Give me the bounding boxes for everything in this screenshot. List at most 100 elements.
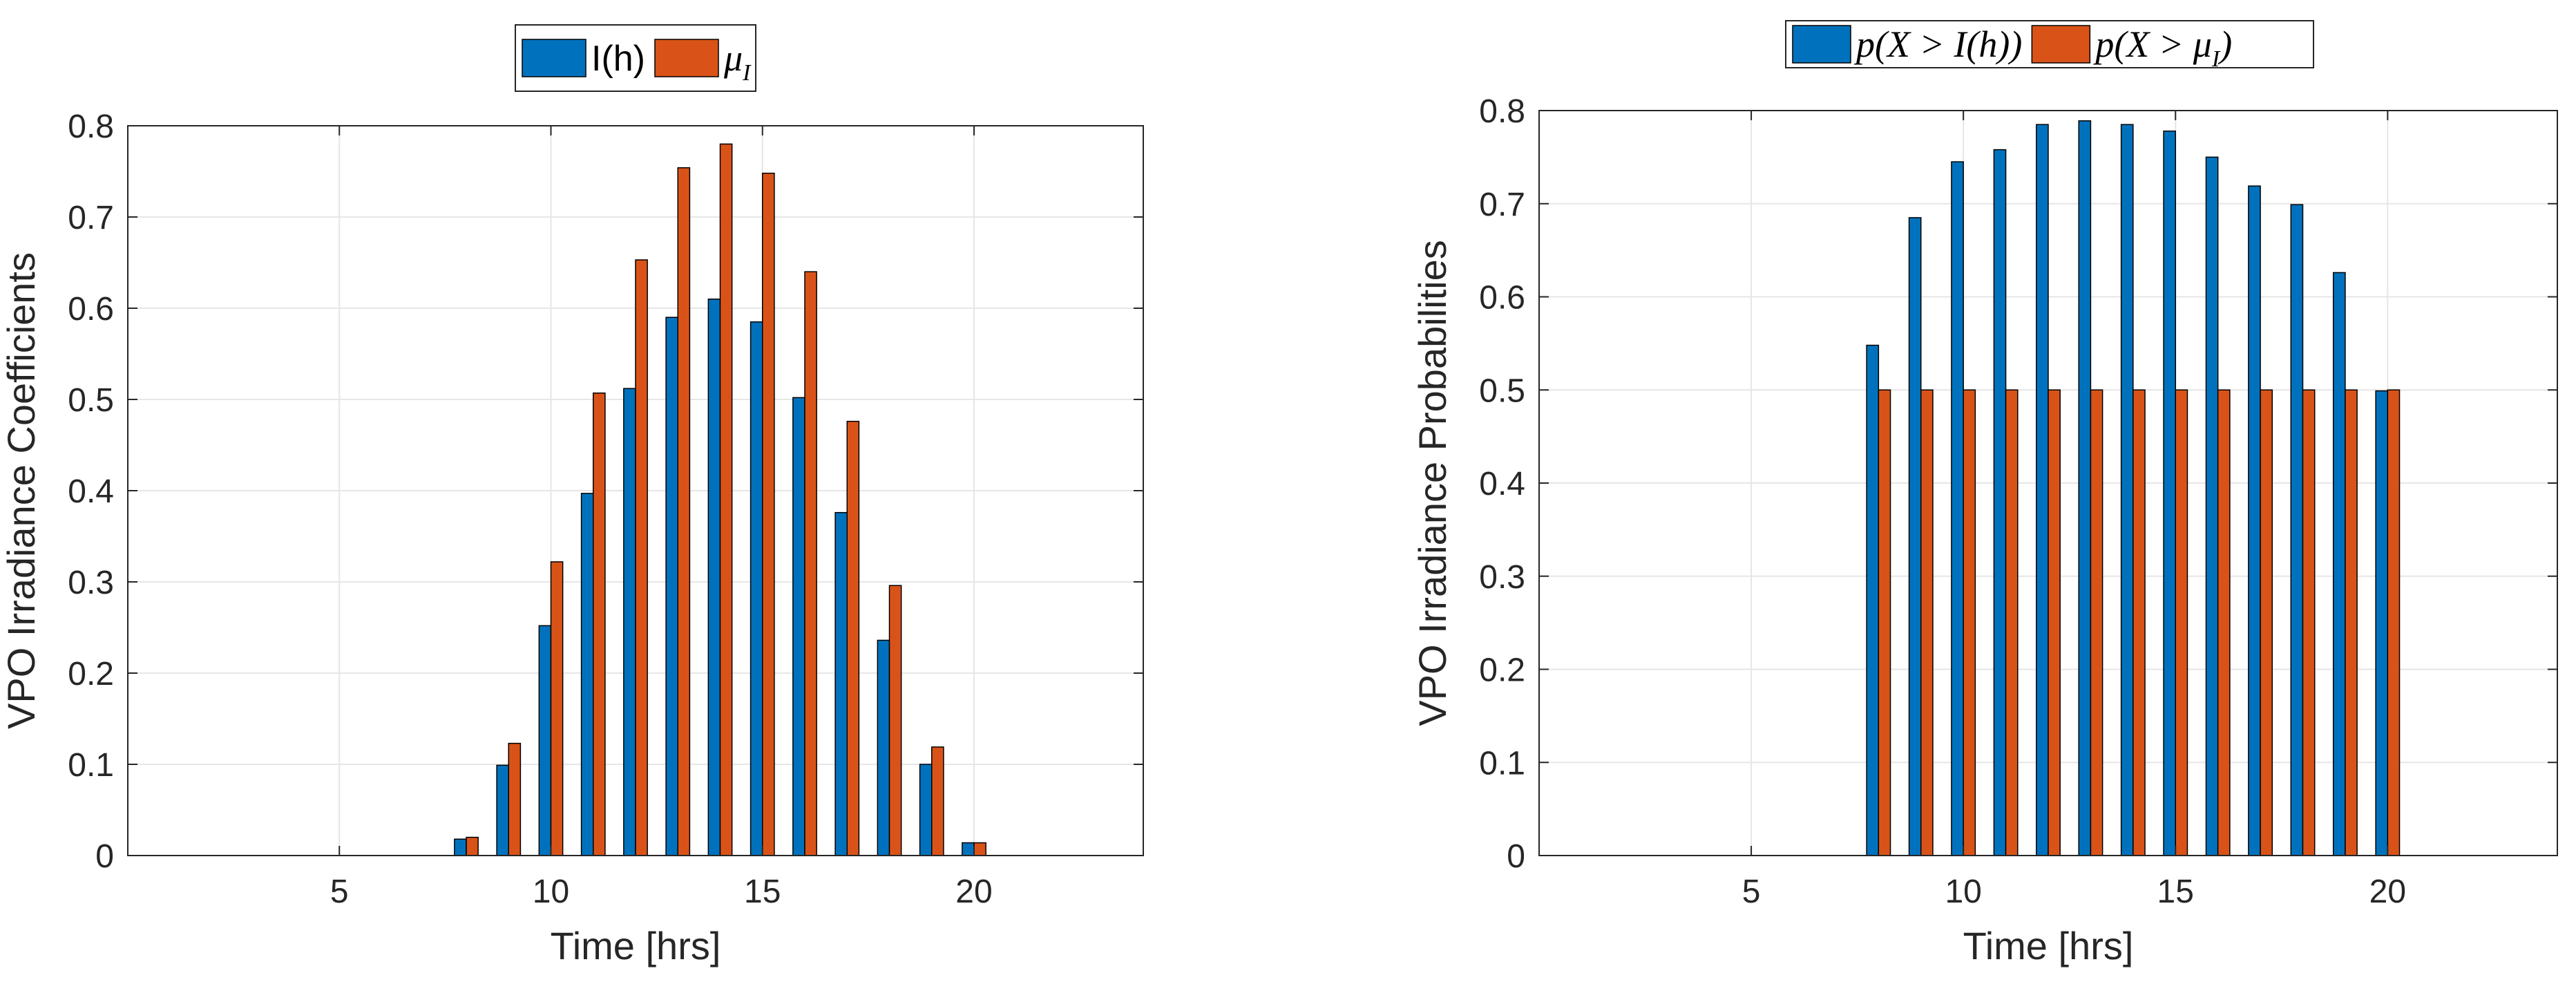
bar-orange bbox=[2090, 389, 2103, 856]
bar-orange bbox=[2302, 389, 2316, 856]
bar-blue bbox=[919, 764, 933, 856]
bar-blue bbox=[2205, 156, 2219, 856]
bar-orange bbox=[2005, 389, 2019, 856]
bar-orange bbox=[2387, 389, 2401, 856]
y-tick-label: 0.3 bbox=[68, 565, 114, 601]
chart-left: 0 0.1 0.2 0.3 0.4 0.5 0.6 0.7 0.8 5 10 15 20 Time [hr… bbox=[0, 24, 1144, 968]
legend-entry-tail: ) bbox=[2217, 23, 2232, 65]
y-tick-label: 0.7 bbox=[68, 200, 114, 236]
bar-orange bbox=[635, 259, 648, 856]
x-tick-label: 15 bbox=[2157, 874, 2194, 910]
legend-swatch bbox=[1792, 25, 1851, 64]
bar-orange bbox=[846, 420, 860, 856]
y-tick-label: 0.2 bbox=[1479, 652, 1525, 689]
bar-blue bbox=[2163, 130, 2176, 856]
bar-orange bbox=[804, 271, 817, 856]
bar-blue bbox=[792, 397, 805, 856]
bar-blue bbox=[2290, 204, 2304, 856]
bar-orange bbox=[2133, 389, 2146, 856]
bar-orange bbox=[1878, 389, 1891, 856]
bar-orange bbox=[719, 143, 733, 856]
bar-orange bbox=[931, 746, 944, 856]
bar-blue bbox=[750, 321, 763, 856]
legend-swatch bbox=[654, 39, 719, 77]
y-tick-label: 0.5 bbox=[1479, 372, 1525, 409]
bar-blue bbox=[2036, 124, 2049, 856]
x-tick-label: 20 bbox=[2369, 874, 2406, 910]
bar-blue bbox=[2375, 390, 2389, 856]
bar-blue bbox=[538, 625, 552, 856]
bar-orange bbox=[2217, 389, 2231, 856]
legend-entry-subscript: I bbox=[2211, 46, 2221, 72]
bar-orange bbox=[508, 742, 522, 856]
y-tick-label: 0.4 bbox=[1479, 466, 1525, 502]
bar-orange bbox=[888, 585, 902, 856]
x-tick-label: 10 bbox=[1945, 874, 1981, 910]
bar-blue bbox=[877, 639, 890, 856]
x-tick-label: 20 bbox=[955, 874, 992, 910]
y-tick-label: 0 bbox=[95, 838, 114, 875]
y-tick-label: 0.6 bbox=[68, 291, 114, 328]
bar-blue bbox=[1993, 149, 2007, 856]
y-tick-label: 0.8 bbox=[68, 108, 114, 145]
x-tick-label: 5 bbox=[330, 874, 349, 910]
bar-orange bbox=[593, 393, 606, 856]
legend-entry-text: I(h) bbox=[591, 39, 645, 79]
x-tick-label: 5 bbox=[1742, 874, 1761, 910]
y-tick-label: 0.3 bbox=[1479, 559, 1525, 596]
bar-blue bbox=[496, 764, 509, 856]
y-tick-label: 0.2 bbox=[68, 656, 114, 692]
bar-orange bbox=[466, 836, 479, 856]
bar-blue bbox=[454, 838, 467, 856]
x-axis-label: Time [hrs] bbox=[551, 924, 721, 968]
legend-entry-text: μ bbox=[723, 37, 743, 79]
bar-blue bbox=[2120, 124, 2134, 856]
bar-orange bbox=[762, 172, 775, 856]
legend-entry-label: p(X > I(h)) bbox=[1853, 23, 2022, 65]
bar-blue bbox=[2332, 272, 2346, 856]
bar-orange bbox=[1920, 389, 1934, 856]
legend: p(X > I(h)) p(X > μI) bbox=[1785, 20, 2314, 72]
y-axis-label: VPO Irradiance Probabilities bbox=[1411, 240, 1454, 726]
bar-blue bbox=[665, 317, 678, 856]
legend-entry-label: p(X > μI) bbox=[2092, 23, 2232, 72]
x-tick-label: 15 bbox=[744, 874, 781, 910]
bar-orange bbox=[677, 167, 691, 856]
bar-orange bbox=[973, 842, 986, 856]
bar-orange bbox=[2345, 389, 2358, 856]
legend-entry-subscript: I bbox=[742, 60, 752, 86]
bar-blue bbox=[1866, 344, 1880, 856]
x-axis-label: Time [hrs] bbox=[1963, 924, 2134, 968]
bar-orange bbox=[2048, 389, 2061, 856]
bar-blue bbox=[2078, 120, 2092, 856]
y-tick-label: 0.4 bbox=[68, 473, 114, 510]
bar-blue bbox=[1951, 161, 1964, 856]
bar-blue bbox=[580, 493, 594, 856]
bar-orange bbox=[2260, 389, 2273, 856]
bar-orange bbox=[2175, 389, 2188, 856]
bar-orange bbox=[550, 561, 564, 856]
legend-swatch bbox=[522, 39, 586, 77]
y-tick-label: 0.1 bbox=[68, 747, 114, 784]
bar-blue bbox=[2248, 185, 2261, 856]
bar-blue bbox=[834, 511, 848, 856]
chart-right: 0 0.1 0.2 0.3 0.4 0.5 0.6 0.7 0.8 5 10 15 20 Time [hr… bbox=[1411, 20, 2558, 968]
legend-entry-label: I(h) bbox=[591, 39, 645, 79]
legend-entry-text: p(X > I(h)) bbox=[1853, 23, 2022, 65]
y-tick-label: 0 bbox=[1507, 838, 1525, 875]
legend-entry-text: p(X > μ bbox=[2092, 23, 2212, 65]
bar-blue bbox=[623, 388, 636, 856]
y-axis-label: VPO Irradiance Coefficients bbox=[0, 252, 43, 729]
bar-blue bbox=[962, 842, 975, 856]
bar-blue bbox=[707, 299, 721, 856]
y-tick-label: 0.6 bbox=[1479, 280, 1525, 317]
y-tick-label: 0.7 bbox=[1479, 187, 1525, 223]
y-tick-label: 0.1 bbox=[1479, 745, 1525, 782]
y-tick-label: 0.5 bbox=[68, 382, 114, 419]
legend-entry-label: μI bbox=[723, 37, 752, 86]
legend-swatch bbox=[2031, 25, 2091, 64]
y-tick-label: 0.8 bbox=[1479, 93, 1525, 130]
x-tick-label: 10 bbox=[533, 874, 569, 910]
legend: I(h) μI bbox=[515, 24, 756, 92]
